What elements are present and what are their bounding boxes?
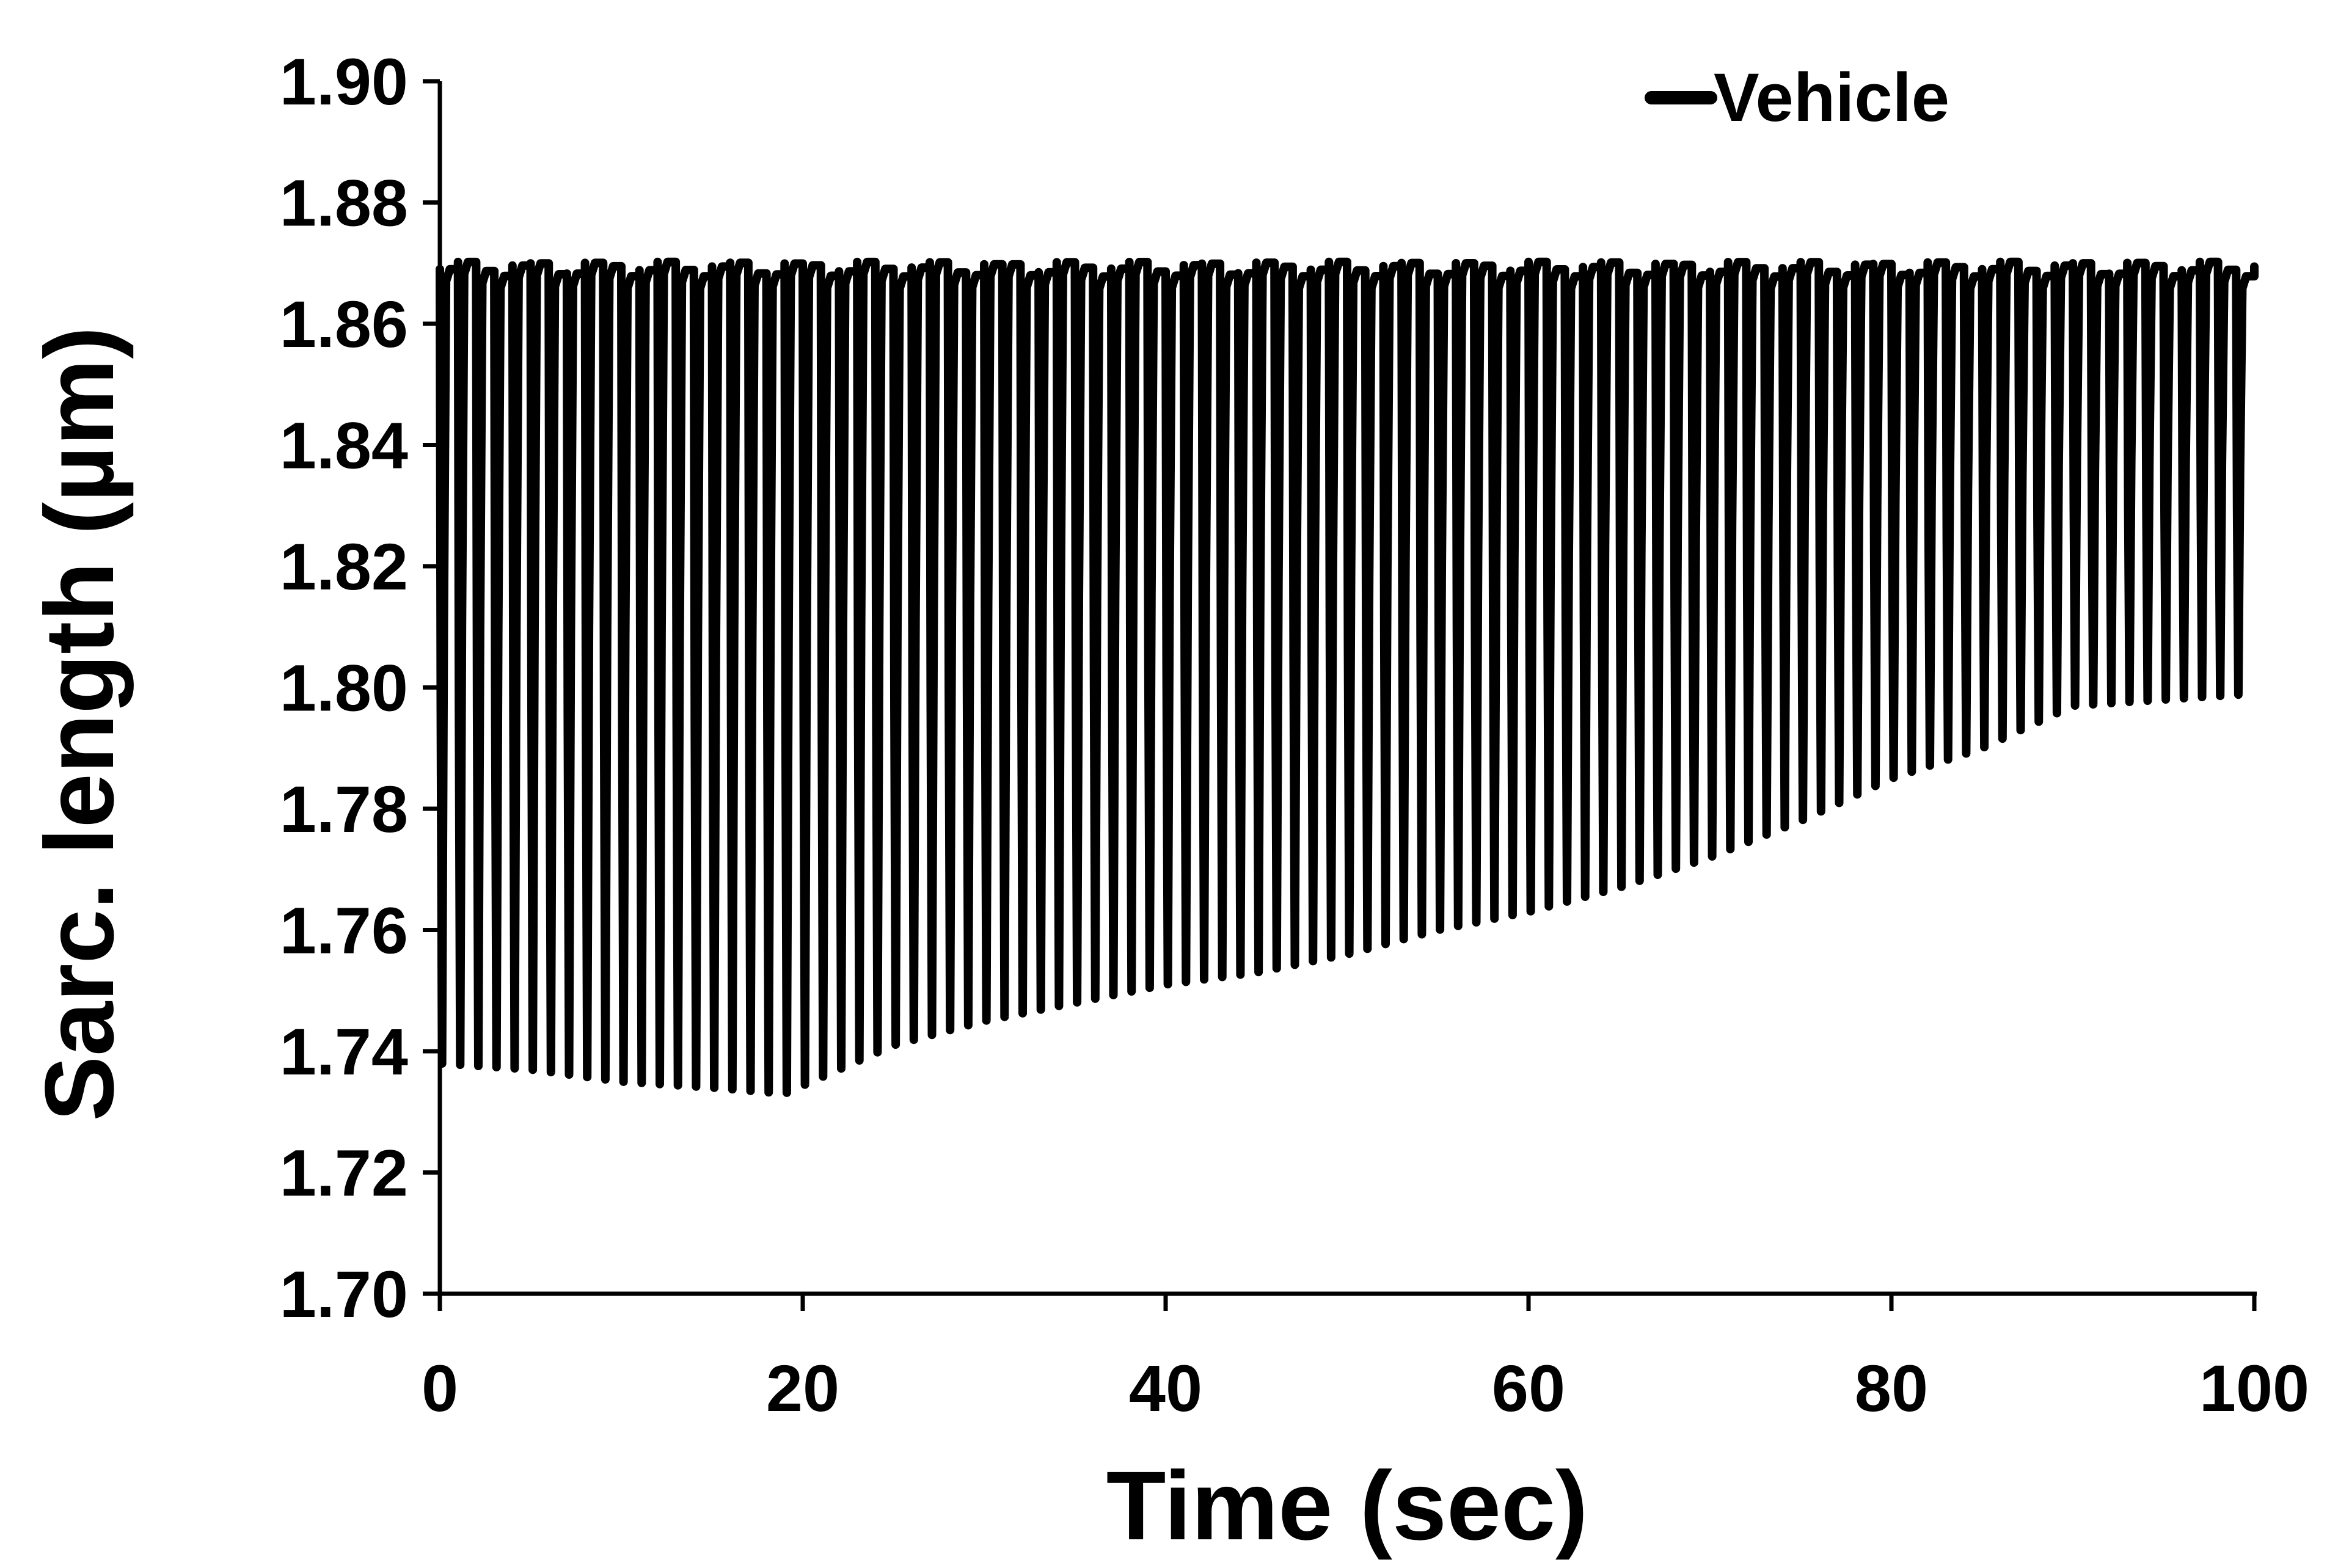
legend: Vehicle bbox=[1645, 59, 1949, 136]
y-tick-label: 1.74 bbox=[280, 1015, 408, 1088]
x-axis-title: Time (sec) bbox=[1106, 1451, 1588, 1560]
series-line-vehicle bbox=[436, 257, 2259, 1097]
legend-label-vehicle: Vehicle bbox=[1714, 59, 1949, 136]
y-tick-label: 1.80 bbox=[280, 651, 408, 725]
y-tick-label: 1.72 bbox=[280, 1136, 408, 1210]
y-tick-label: 1.76 bbox=[280, 894, 408, 968]
plot-area bbox=[436, 257, 2259, 1097]
axes bbox=[423, 79, 2257, 1311]
x-tick-label: 40 bbox=[1129, 1351, 1202, 1425]
y-tick-label: 1.70 bbox=[280, 1257, 408, 1331]
x-tick-label: 0 bbox=[422, 1351, 458, 1425]
y-tick-label: 1.78 bbox=[280, 772, 408, 846]
x-tick-label: 80 bbox=[1855, 1351, 1928, 1425]
x-tick-label: 100 bbox=[2199, 1351, 2309, 1425]
x-tick-label: 60 bbox=[1492, 1351, 1565, 1425]
y-tick-label: 1.90 bbox=[280, 45, 408, 119]
x-tick-label: 20 bbox=[766, 1351, 839, 1425]
y-tick-label: 1.82 bbox=[280, 530, 408, 603]
y-tick-label: 1.84 bbox=[280, 409, 408, 483]
x-tick-labels: 0 20 40 60 80 100 bbox=[422, 1351, 2309, 1425]
y-tick-labels: 1.70 1.72 1.74 1.76 1.78 1.80 1.82 1.84 1.86 1.88… bbox=[280, 45, 408, 1331]
y-axis-title: Sarc. length (µm) bbox=[24, 326, 134, 1121]
y-tick-label: 1.88 bbox=[280, 166, 408, 240]
y-tick-label: 1.86 bbox=[280, 287, 408, 361]
